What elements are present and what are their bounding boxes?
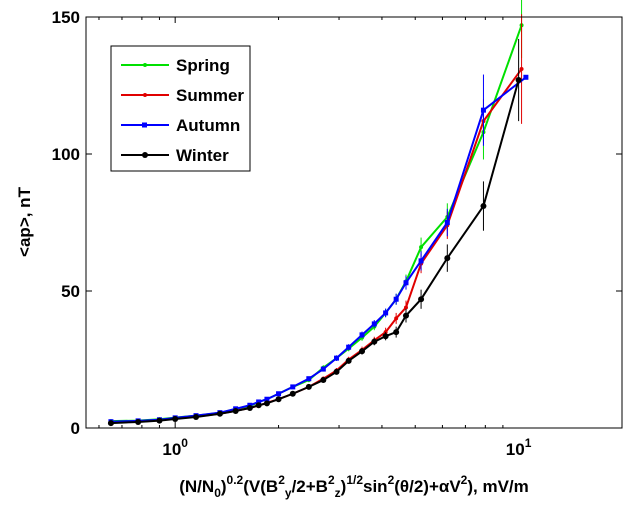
data-point [135, 418, 142, 425]
legend-entry: Spring [121, 56, 230, 75]
data-point [172, 415, 179, 422]
plot-area [85, 16, 623, 429]
data-point [320, 377, 327, 384]
data-point [383, 310, 389, 316]
legend-marker [142, 152, 148, 158]
data-point [371, 338, 378, 345]
y-axis-label: <ap>, nT [15, 186, 34, 257]
legend-marker [142, 122, 147, 128]
series-winter [107, 38, 522, 427]
data-point [403, 280, 409, 286]
axis-ticks: 0 50 100 150 100 101 [52, 8, 623, 459]
data-point [359, 348, 366, 355]
data-point [289, 390, 296, 397]
data-point [419, 245, 424, 250]
x-tick-label: 101 [506, 436, 532, 459]
data-point [263, 400, 270, 407]
legend-entry: Summer [121, 86, 244, 105]
series-layer [107, 0, 529, 427]
data-point [480, 107, 486, 113]
legend-entry: Autumn [121, 116, 240, 135]
data-point [394, 316, 399, 321]
data-point [418, 258, 424, 264]
data-point [290, 384, 296, 390]
data-point [156, 417, 163, 424]
data-point [264, 396, 270, 402]
data-point [216, 410, 223, 417]
legend-label: Autumn [176, 116, 240, 135]
legend-label: Spring [176, 56, 230, 75]
data-point [393, 296, 399, 302]
x-axis-label: (N/N0)0.2(V(B2y/2+B2z)1/2sin2(θ/2)+αV2),… [179, 473, 529, 500]
legend: Spring Summer Autumn Winter [110, 45, 251, 172]
y-tick-label: 0 [71, 419, 80, 438]
data-point [305, 383, 312, 390]
data-point [306, 376, 312, 382]
y-tick-label: 50 [61, 282, 80, 301]
data-point [107, 420, 114, 427]
data-point [345, 357, 352, 364]
data-point [276, 391, 282, 397]
data-point [382, 333, 389, 340]
legend-marker [143, 63, 147, 67]
data-point [519, 67, 524, 72]
x-tick-label: 100 [162, 436, 188, 459]
data-point [275, 396, 282, 403]
data-point [403, 305, 408, 310]
data-point [444, 255, 451, 262]
legend-label: Winter [176, 146, 229, 165]
data-point [359, 332, 365, 338]
data-point [256, 399, 262, 405]
legend-label: Summer [176, 86, 244, 105]
data-point [402, 312, 409, 319]
data-point [246, 404, 253, 411]
data-point [444, 220, 450, 225]
data-point [523, 74, 529, 80]
data-point [418, 296, 425, 303]
data-point [193, 414, 200, 421]
legend-box [110, 45, 251, 172]
data-point [515, 77, 522, 84]
data-point [333, 368, 340, 375]
legend-marker [143, 93, 147, 97]
y-tick-label: 150 [52, 8, 80, 27]
data-point [232, 408, 239, 415]
data-point [480, 203, 487, 210]
data-point [255, 402, 262, 409]
data-point [393, 329, 400, 336]
data-point [346, 344, 352, 350]
y-tick-label: 100 [52, 145, 80, 164]
data-point [320, 366, 326, 372]
legend-entry: Winter [121, 146, 229, 165]
data-point [334, 355, 340, 361]
data-point [371, 321, 377, 327]
